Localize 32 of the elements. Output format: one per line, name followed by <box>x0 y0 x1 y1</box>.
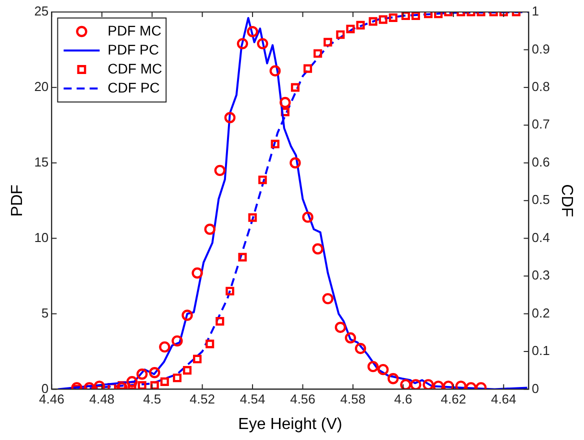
legend-label: CDF MC <box>108 60 162 76</box>
y-axis-title: PDF <box>9 184 26 217</box>
y-tick-label: 5 <box>41 305 49 320</box>
y2-tick-label: 0.3 <box>532 268 550 283</box>
y2-tick-label: 0.1 <box>532 343 550 358</box>
x-tick-label: 4.5 <box>143 392 162 407</box>
legend-label: PDF PC <box>108 41 160 58</box>
x-tick-label: 4.48 <box>89 392 115 407</box>
x-axis-title: Eye Height (V) <box>238 416 342 433</box>
x-tick-label: 4.58 <box>340 392 366 407</box>
y2-axis-title: CDF <box>558 184 575 218</box>
y2-tick-label: 0.2 <box>532 305 550 320</box>
x-tick-label: 4.62 <box>440 392 466 407</box>
y2-tick-label: 1 <box>532 4 539 19</box>
y-tick-label: 25 <box>34 4 49 19</box>
x-tick-label: 4.64 <box>490 392 516 407</box>
y2-tick-label: 0.8 <box>532 79 550 94</box>
legend-label: PDF MC <box>108 22 162 38</box>
y-tick-label: 15 <box>34 154 49 170</box>
y-tick-label: 10 <box>34 230 49 245</box>
y2-tick-label: 0.5 <box>532 192 550 208</box>
legend-label: CDF PC <box>108 79 160 96</box>
y2-tick-label: 0 <box>532 380 539 396</box>
x-tick-label: 4.6 <box>394 392 412 407</box>
x-tick-label: 4.52 <box>190 392 215 407</box>
y2-tick-label: 0.9 <box>532 41 550 56</box>
y-tick-label: 20 <box>34 79 49 94</box>
x-tick-label: 4.54 <box>240 392 266 407</box>
y2-tick-label: 0.7 <box>532 116 550 132</box>
y2-tick-label: 0.4 <box>532 230 550 245</box>
y2-tick-label: 0.6 <box>532 154 550 170</box>
x-tick-label: 4.56 <box>290 392 316 407</box>
